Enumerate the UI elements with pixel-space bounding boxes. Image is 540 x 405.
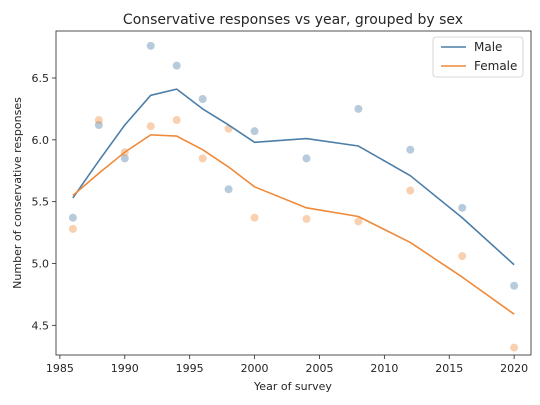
series-line-female: [72, 134, 515, 315]
data-point-male: [172, 61, 181, 70]
data-point-female: [510, 343, 519, 352]
x-tick-label: 1995: [176, 362, 204, 375]
data-point-female: [146, 122, 155, 131]
data-point-male: [250, 127, 259, 136]
x-tick-label: 1990: [111, 362, 139, 375]
y-axis: 4.5 5.0 5.5 6.0 6.5: [32, 72, 56, 332]
data-point-female: [354, 217, 363, 226]
chart-title: Conservative responses vs year, grouped …: [123, 12, 463, 28]
x-tick-label: 2005: [305, 362, 333, 375]
x-tick-label: 2010: [370, 362, 398, 375]
legend-label-male: Male: [474, 40, 502, 54]
y-tick-label: 5.0: [32, 257, 50, 270]
data-point-female: [68, 224, 77, 233]
data-point-male: [146, 41, 155, 50]
data-point-male: [458, 203, 467, 212]
data-point-female: [172, 116, 181, 125]
data-point-male: [354, 104, 363, 113]
y-tick-label: 4.5: [32, 319, 50, 332]
data-point-female: [302, 214, 311, 223]
plot-area: [55, 30, 532, 356]
data-point-female: [458, 252, 467, 261]
legend-label-female: Female: [474, 59, 517, 73]
y-tick-label: 6.5: [32, 72, 50, 85]
data-point-male: [406, 145, 415, 154]
data-point-male: [302, 154, 311, 163]
y-axis-label: Number of conservative responses: [11, 97, 24, 289]
series-line-male: [72, 88, 515, 266]
x-tick-label: 2000: [241, 362, 269, 375]
x-axis-label: Year of survey: [253, 380, 332, 393]
legend: Male Female: [432, 36, 524, 78]
data-point-female: [250, 213, 259, 222]
data-point-male: [68, 213, 77, 222]
data-point-female: [94, 116, 103, 125]
data-point-male: [510, 281, 519, 290]
data-point-female: [406, 186, 415, 195]
data-point-female: [198, 154, 207, 163]
data-point-male: [198, 95, 207, 104]
y-tick-label: 5.5: [32, 196, 50, 209]
x-tick-label: 2020: [500, 362, 528, 375]
y-tick-label: 6.0: [32, 134, 50, 147]
x-tick-label: 1985: [46, 362, 74, 375]
data-point-male: [120, 154, 129, 163]
x-axis: 1985 1990 1995 2000 2005 2010 2015 2020: [46, 355, 528, 375]
series-lines: [72, 88, 515, 315]
data-point-male: [94, 120, 103, 129]
data-point-male: [224, 185, 233, 194]
x-tick-label: 2015: [435, 362, 463, 375]
